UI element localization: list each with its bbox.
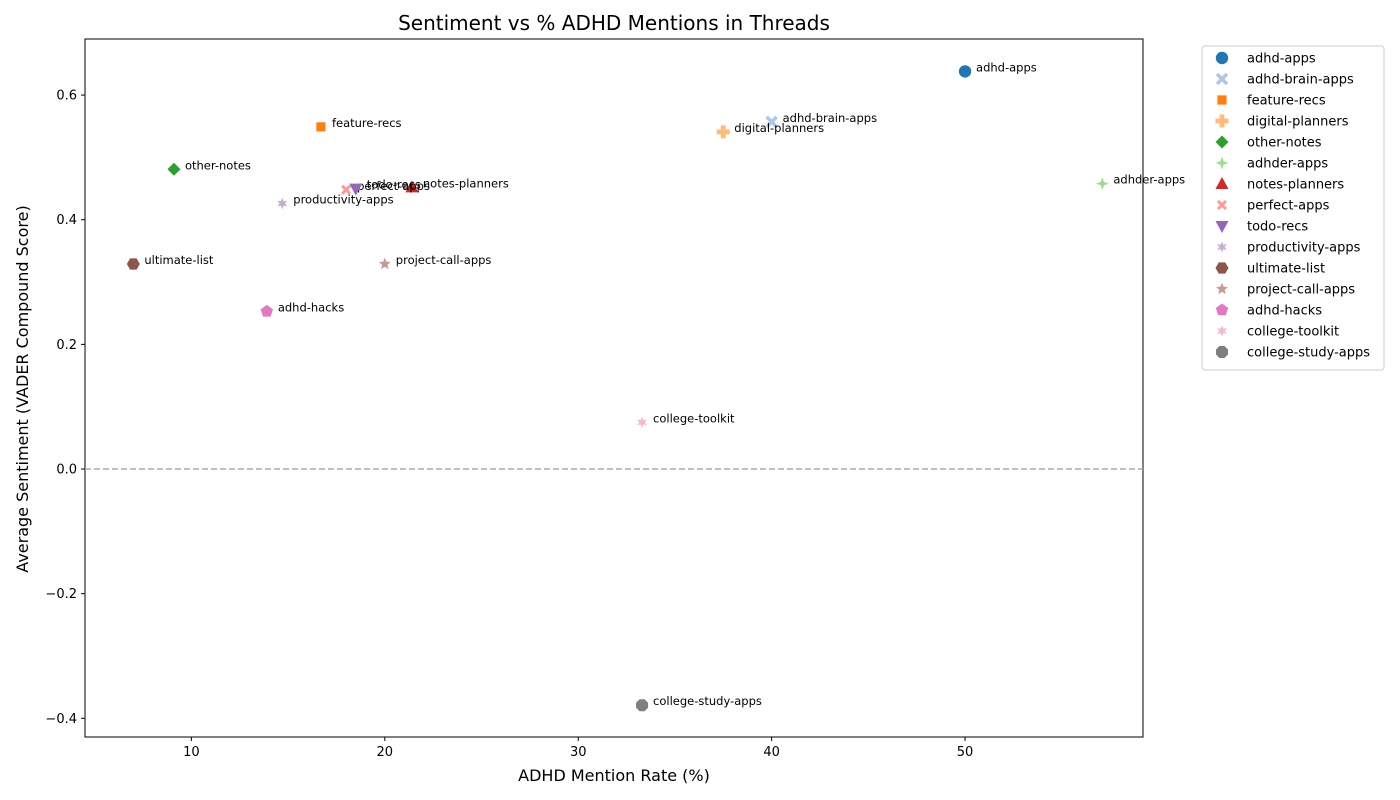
x-tick-label: 10 xyxy=(183,745,200,760)
legend-marker-other-notes xyxy=(1215,135,1229,149)
legend: adhd-apps adhd-brain-apps feature-recs digi… xyxy=(1201,45,1385,371)
point-label-project-call-apps: project-call-apps xyxy=(396,253,492,267)
x-axis-label: ADHD Mention Rate (%) xyxy=(518,766,710,785)
data-point-ultimate-list xyxy=(126,258,140,270)
point-label-college-toolkit: college-toolkit xyxy=(653,411,735,425)
legend-marker-college-toolkit xyxy=(1216,325,1228,337)
x-tick-label: 50 xyxy=(957,745,974,760)
legend-label-adhd-apps: adhd-apps xyxy=(1247,52,1316,67)
legend-marker-digital-planners xyxy=(1215,114,1229,128)
point-label-college-study-apps: college-study-apps xyxy=(653,694,762,708)
legend-marker-ultimate-list xyxy=(1215,262,1229,274)
legend-label-project-call-apps: project-call-apps xyxy=(1247,283,1355,298)
legend-frame xyxy=(1201,45,1385,371)
legend-label-feature-recs: feature-recs xyxy=(1247,94,1326,109)
point-label-feature-recs: feature-recs xyxy=(332,116,402,130)
legend-label-perfect-apps: perfect-apps xyxy=(1247,199,1330,214)
y-axis-label: Average Sentiment (VADER Compound Score) xyxy=(13,205,32,572)
legend-label-todo-recs: todo-recs xyxy=(1247,220,1308,235)
legend-marker-todo-recs xyxy=(1215,221,1229,233)
x-tick-label: 30 xyxy=(570,745,587,760)
point-label-ultimate-list: ultimate-list xyxy=(144,253,214,267)
legend-label-digital-planners: digital-planners xyxy=(1247,115,1349,130)
y-tick-label: −0.2 xyxy=(45,587,77,602)
y-tick-label: 0.4 xyxy=(56,213,77,228)
data-point-perfect-apps xyxy=(341,184,352,195)
y-tick-label: 0.6 xyxy=(56,89,77,104)
data-point-todo-recs xyxy=(349,183,363,196)
legend-marker-project-call-apps xyxy=(1216,282,1228,295)
y-tick-label: −0.4 xyxy=(45,712,77,727)
data-point-productivity-apps xyxy=(277,197,288,210)
data-point-other-notes xyxy=(167,162,181,176)
data-point-college-study-apps xyxy=(636,699,649,712)
data-point-adhd-hacks xyxy=(260,304,273,317)
data-point-project-call-apps xyxy=(378,257,391,270)
plot-area: 10 20 30 40 50 −0.4 −0.2 0.0 0.2 0.4 0.6 adhd-apps a… xyxy=(45,38,1185,760)
point-label-todo-recs: todo-recs xyxy=(367,178,421,192)
legend-marker-adhd-brain-apps xyxy=(1215,72,1229,86)
legend-label-adhd-brain-apps: adhd-brain-apps xyxy=(1247,73,1354,88)
point-label-adhd-hacks: adhd-hacks xyxy=(278,300,344,314)
legend-marker-adhd-apps xyxy=(1215,51,1229,65)
legend-label-notes-planners: notes-planners xyxy=(1247,178,1344,193)
point-label-adhd-apps: adhd-apps xyxy=(976,60,1037,74)
chart-title: Sentiment vs % ADHD Mentions in Threads xyxy=(398,11,830,35)
data-point-adhd-apps xyxy=(958,65,972,78)
legend-label-other-notes: other-notes xyxy=(1247,136,1322,151)
point-label-productivity-apps: productivity-apps xyxy=(293,193,393,207)
point-label-other-notes: other-notes xyxy=(185,158,251,172)
legend-marker-notes-planners xyxy=(1215,177,1229,189)
point-label-notes-planners: notes-planners xyxy=(423,176,509,190)
y-tick-label: 0.0 xyxy=(56,463,77,478)
x-tick-label: 40 xyxy=(763,745,780,760)
legend-marker-adhder-apps xyxy=(1215,156,1229,170)
legend-label-adhder-apps: adhder-apps xyxy=(1247,157,1328,172)
data-point-adhder-apps xyxy=(1095,177,1109,191)
legend-marker-college-study-apps xyxy=(1215,345,1229,359)
legend-label-productivity-apps: productivity-apps xyxy=(1247,241,1361,256)
legend-label-college-study-apps: college-study-apps xyxy=(1247,346,1370,361)
legend-marker-productivity-apps xyxy=(1216,241,1228,253)
legend-label-college-toolkit: college-toolkit xyxy=(1247,325,1339,340)
data-point-notes-planners xyxy=(405,180,419,193)
point-label-digital-planners: digital-planners xyxy=(734,121,824,135)
data-point-adhd-brain-apps xyxy=(765,115,778,129)
point-label-perfect-apps: perfect-apps xyxy=(357,179,430,193)
x-tick-label: 20 xyxy=(377,745,394,760)
plot-frame xyxy=(84,38,1144,738)
legend-marker-perfect-apps xyxy=(1216,199,1228,211)
data-point-feature-recs xyxy=(316,122,326,132)
point-label-adhder-apps: adhder-apps xyxy=(1113,173,1185,187)
data-point-college-toolkit xyxy=(637,416,648,429)
legend-marker-adhd-hacks xyxy=(1215,303,1229,316)
data-point-digital-planners xyxy=(716,125,730,139)
y-tick-label: 0.2 xyxy=(56,338,77,353)
point-label-adhd-brain-apps: adhd-brain-apps xyxy=(783,111,877,125)
legend-marker-feature-recs xyxy=(1217,95,1227,105)
legend-label-ultimate-list: ultimate-list xyxy=(1247,262,1325,277)
legend-label-adhd-hacks: adhd-hacks xyxy=(1247,304,1322,319)
